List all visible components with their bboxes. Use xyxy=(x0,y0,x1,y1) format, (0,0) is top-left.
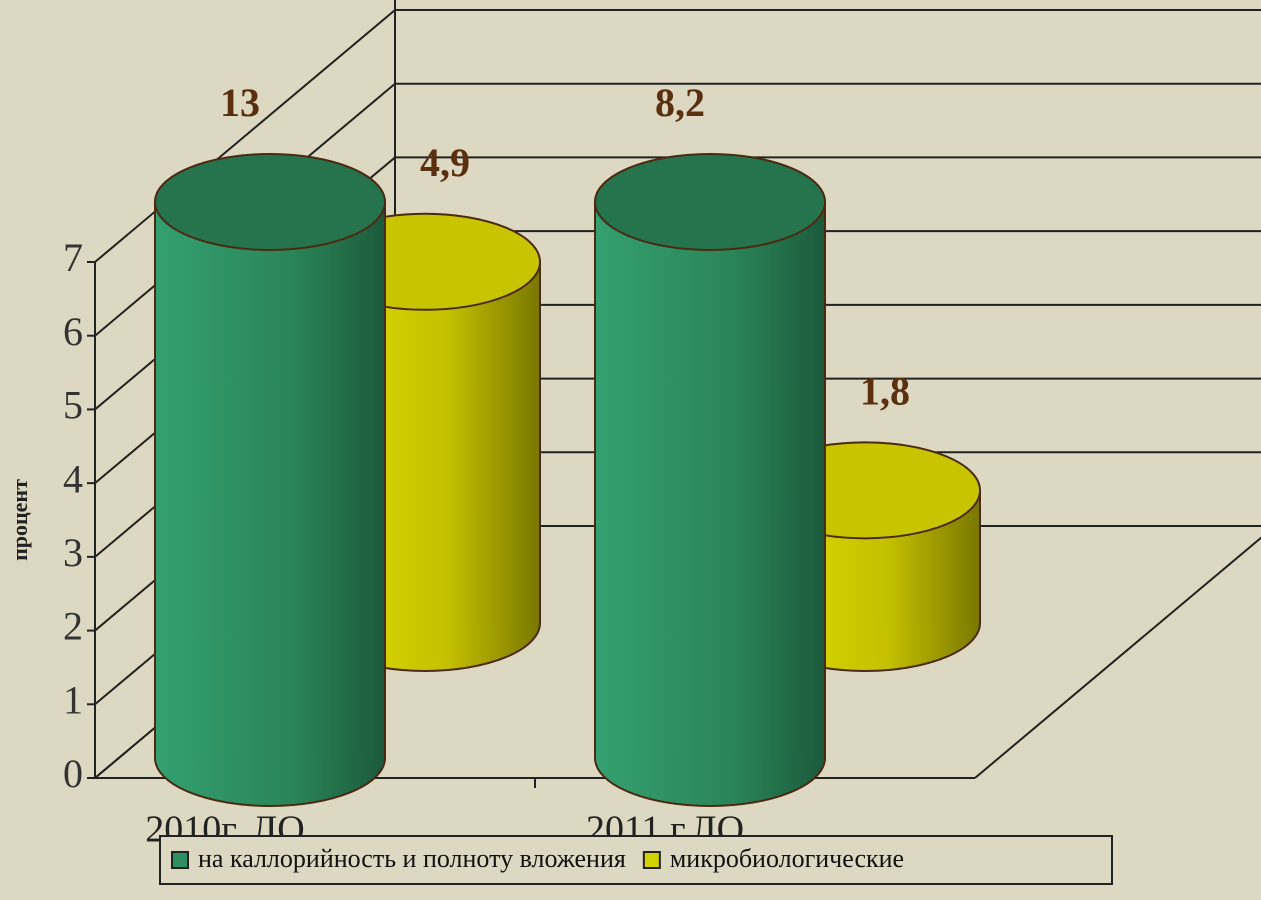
y-tick-label: 0 xyxy=(63,751,83,796)
bar xyxy=(594,153,826,807)
legend-swatch xyxy=(171,851,189,869)
value-label: 4,9 xyxy=(420,140,470,185)
legend-swatch xyxy=(642,851,661,869)
legend-box xyxy=(159,835,1113,885)
value-label: 1,8 xyxy=(860,368,910,413)
grid-line xyxy=(94,9,396,263)
bar xyxy=(154,153,386,807)
bar-top xyxy=(594,153,826,251)
y-tick-label: 5 xyxy=(63,383,83,428)
y-tick-label: 4 xyxy=(63,456,83,501)
y-tick-label: 1 xyxy=(63,677,83,722)
y-tick-label: 2 xyxy=(63,604,83,649)
floor-edge xyxy=(974,536,1261,779)
bar-side xyxy=(156,202,384,758)
y-tick-label: 3 xyxy=(63,530,83,575)
y-tick-label: 7 xyxy=(63,235,83,280)
legend-label: микробиологические xyxy=(670,844,904,873)
y-axis-label: процент xyxy=(7,479,32,561)
legend-label: на каллорийность и полноту вложения xyxy=(198,844,626,873)
bar-top xyxy=(154,153,386,251)
value-label: 8,2 xyxy=(655,80,705,125)
value-label: 13 xyxy=(220,80,260,125)
bar-side xyxy=(596,202,824,758)
y-tick-label: 6 xyxy=(63,309,83,354)
